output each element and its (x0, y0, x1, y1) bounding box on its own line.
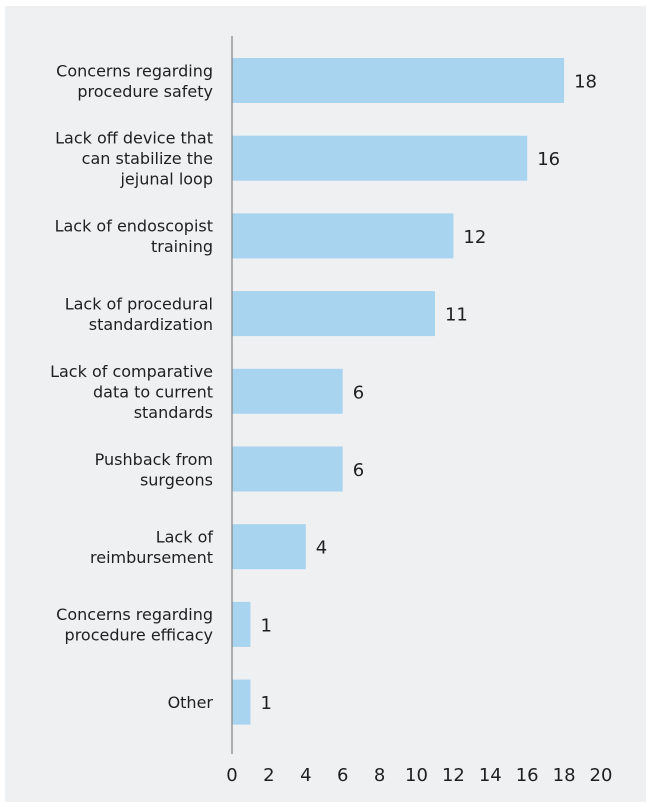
category-label-5: Lack of comparative data to current standa… (50, 362, 213, 422)
category-label-1: Concerns regarding procedure safety (56, 61, 213, 101)
x-tick-6: 6 (337, 765, 348, 786)
x-tick-20: 20 (590, 765, 613, 786)
x-axis-ticks: 0 2 4 6 8 10 12 14 16 18 20 (226, 765, 612, 786)
value-label-7: 4 (316, 538, 327, 559)
x-tick-2: 2 (263, 765, 274, 786)
value-label-4: 11 (445, 305, 468, 326)
category-label-2: Lack off device that can stabilize the jej… (55, 129, 213, 189)
bars-layer (232, 58, 565, 725)
x-tick-10: 10 (405, 765, 428, 786)
bar-9 (232, 679, 251, 725)
bar-4 (232, 291, 435, 337)
bar-chart: Concerns regarding procedure safety Lack o… (50, 36, 612, 786)
x-tick-4: 4 (300, 765, 311, 786)
x-tick-8: 8 (374, 765, 385, 786)
x-tick-0: 0 (226, 765, 237, 786)
category-label-3: Lack of endoscopist training (55, 217, 213, 257)
value-label-8: 1 (260, 615, 271, 636)
bar-8 (232, 601, 251, 647)
category-label-6: Pushback from surgeons (95, 450, 213, 490)
value-label-3: 12 (463, 227, 486, 248)
chart-panel: Concerns regarding procedure safety Lack o… (5, 6, 646, 802)
bar-2 (232, 135, 528, 181)
x-tick-12: 12 (442, 765, 465, 786)
value-label-2: 16 (537, 149, 560, 170)
category-label-4: Lack of procedural standardization (65, 294, 213, 334)
value-label-1: 18 (574, 72, 597, 93)
category-label-9: Other (168, 693, 214, 712)
category-label-7: Lack of reimbursement (90, 527, 213, 567)
x-tick-18: 18 (553, 765, 576, 786)
x-tick-14: 14 (479, 765, 502, 786)
category-labels: Concerns regarding procedure safety Lack o… (50, 61, 213, 712)
value-label-5: 6 (353, 382, 364, 403)
value-label-9: 1 (260, 693, 271, 714)
bar-7 (232, 524, 306, 570)
bar-6 (232, 446, 343, 492)
bar-5 (232, 368, 343, 414)
category-label-8: Concerns regarding procedure efficacy (56, 605, 213, 645)
x-tick-16: 16 (516, 765, 539, 786)
value-label-6: 6 (353, 460, 364, 481)
bar-1 (232, 58, 565, 103)
bar-3 (232, 213, 454, 259)
